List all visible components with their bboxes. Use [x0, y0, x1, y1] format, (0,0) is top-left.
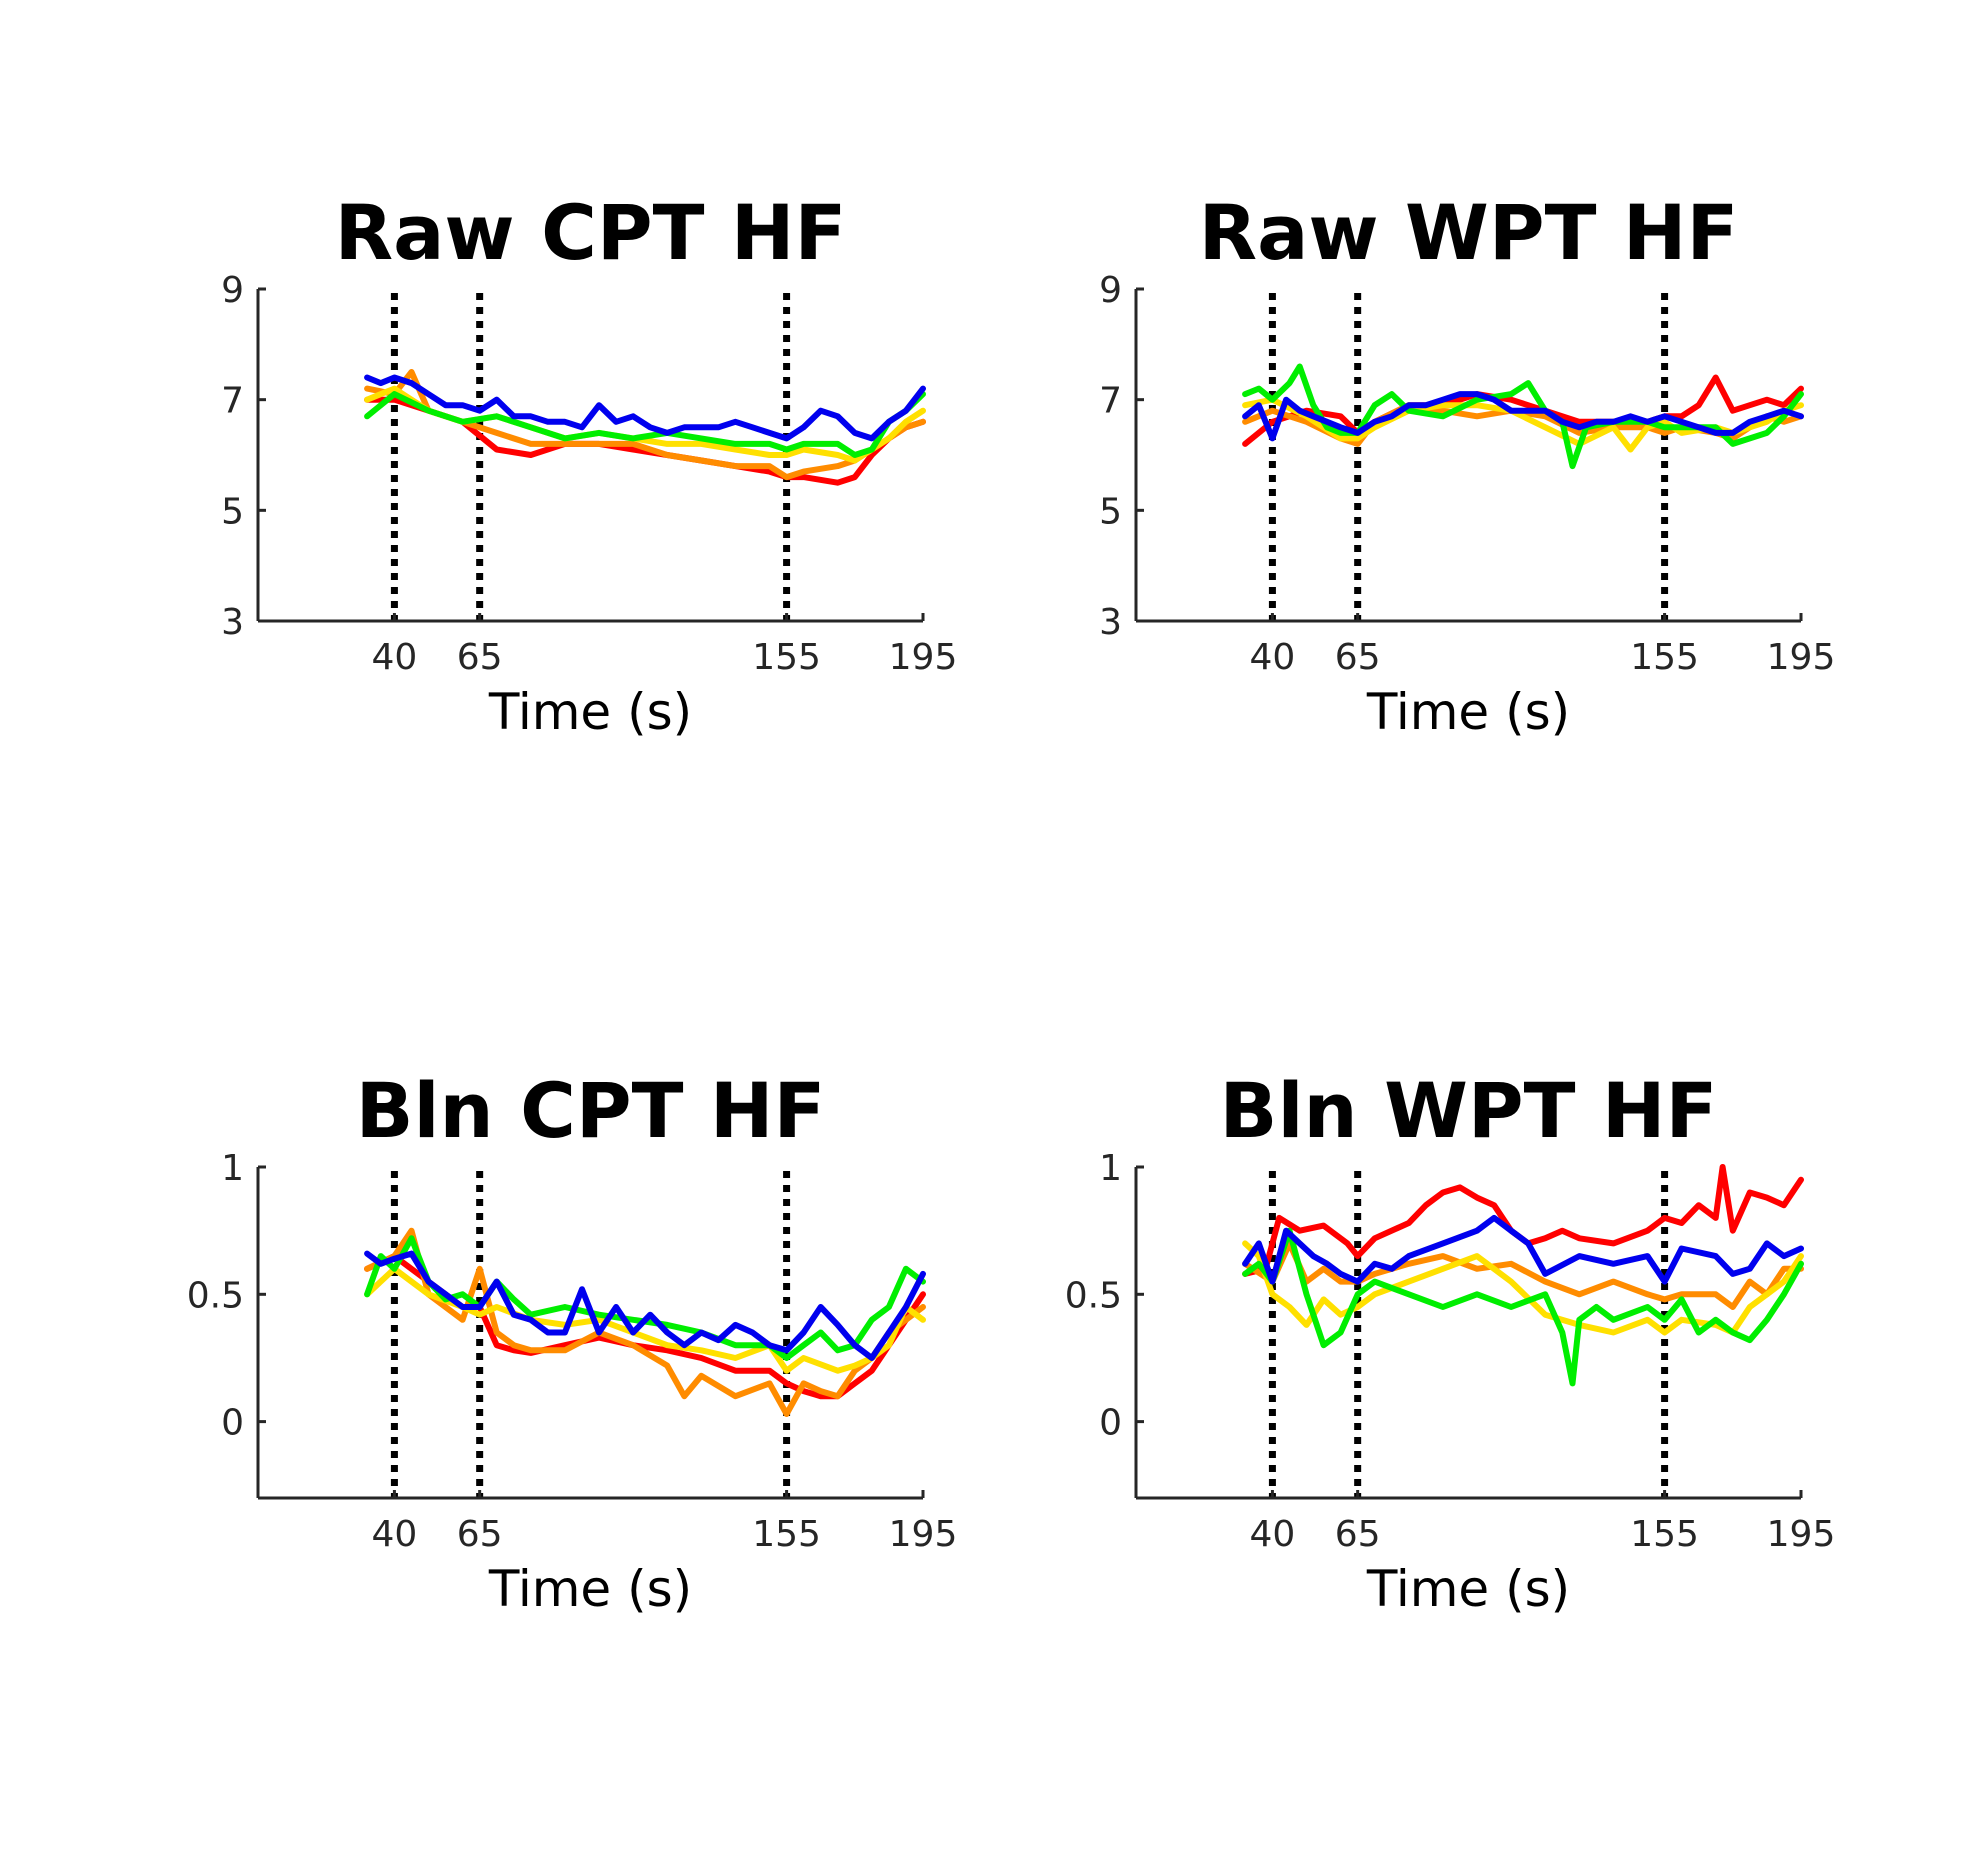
x-tick-label: 65 — [457, 1514, 503, 1555]
x-tick-label: 65 — [457, 637, 503, 678]
x-axis-label: Time (s) — [488, 1560, 692, 1618]
x-tick-label: 65 — [1335, 1514, 1381, 1555]
series-line-2 — [1242, 1240, 1804, 1310]
chart-panel-2: Raw WPT HF 3 5 7 9 40 65 155 195 Time (s) — [1099, 188, 1835, 741]
y-tick-label: 9 — [221, 270, 244, 311]
x-axis-label: Time (s) — [1366, 683, 1570, 741]
x-tick-label: 40 — [372, 637, 418, 678]
y-tick-label: 1 — [221, 1148, 244, 1189]
series-line-4 — [1242, 1227, 1804, 1387]
series-line-5 — [364, 1250, 926, 1361]
x-tick-label: 195 — [889, 1514, 958, 1555]
x-axis-label: Time (s) — [1366, 1560, 1570, 1618]
chart-title: Bln WPT HF — [1220, 1066, 1718, 1155]
chart-title: Raw WPT HF — [1199, 188, 1739, 277]
y-tick-label: 0 — [221, 1403, 244, 1444]
x-tick-label: 195 — [1767, 1514, 1836, 1555]
series-line-5 — [1242, 1214, 1804, 1285]
chart-title: Bln CPT HF — [356, 1066, 826, 1155]
x-tick-label: 40 — [1250, 637, 1296, 678]
y-tick-label: 7 — [221, 381, 244, 422]
chart-panel-1: Raw CPT HF 3 5 7 9 40 65 155 195 Time (s) — [221, 188, 957, 741]
x-tick-label: 195 — [1767, 637, 1836, 678]
y-tick-label: 0.5 — [1065, 1275, 1122, 1316]
y-tick-label: 3 — [221, 602, 244, 643]
y-tick-label: 0.5 — [187, 1275, 244, 1316]
y-tick-label: 5 — [1099, 491, 1122, 532]
x-tick-label: 40 — [372, 1514, 418, 1555]
y-tick-label: 7 — [1099, 381, 1122, 422]
series-line-5 — [1242, 391, 1804, 442]
x-tick-label: 155 — [1630, 637, 1699, 678]
y-tick-label: 1 — [1099, 1148, 1122, 1189]
y-tick-label: 9 — [1099, 270, 1122, 311]
x-tick-label: 40 — [1250, 1514, 1296, 1555]
series-line-4 — [364, 391, 926, 458]
series-line-5 — [364, 374, 926, 442]
series-line-1 — [1242, 374, 1804, 447]
chart-panel-4: Bln WPT HF 0 0.5 1 40 65 155 195 Time (s) — [1065, 1066, 1836, 1618]
x-tick-label: 155 — [1630, 1514, 1699, 1555]
x-tick-label: 65 — [1335, 637, 1381, 678]
y-tick-label: 5 — [221, 491, 244, 532]
chart-panel-3: Bln CPT HF 0 0.5 1 40 65 155 195 Time (s) — [187, 1066, 958, 1618]
x-tick-label: 195 — [889, 637, 958, 678]
x-tick-label: 155 — [752, 1514, 821, 1555]
y-tick-label: 3 — [1099, 602, 1122, 643]
x-tick-label: 155 — [752, 637, 821, 678]
x-axis-label: Time (s) — [488, 683, 692, 741]
y-tick-label: 0 — [1099, 1403, 1122, 1444]
chart-title: Raw CPT HF — [335, 188, 847, 277]
